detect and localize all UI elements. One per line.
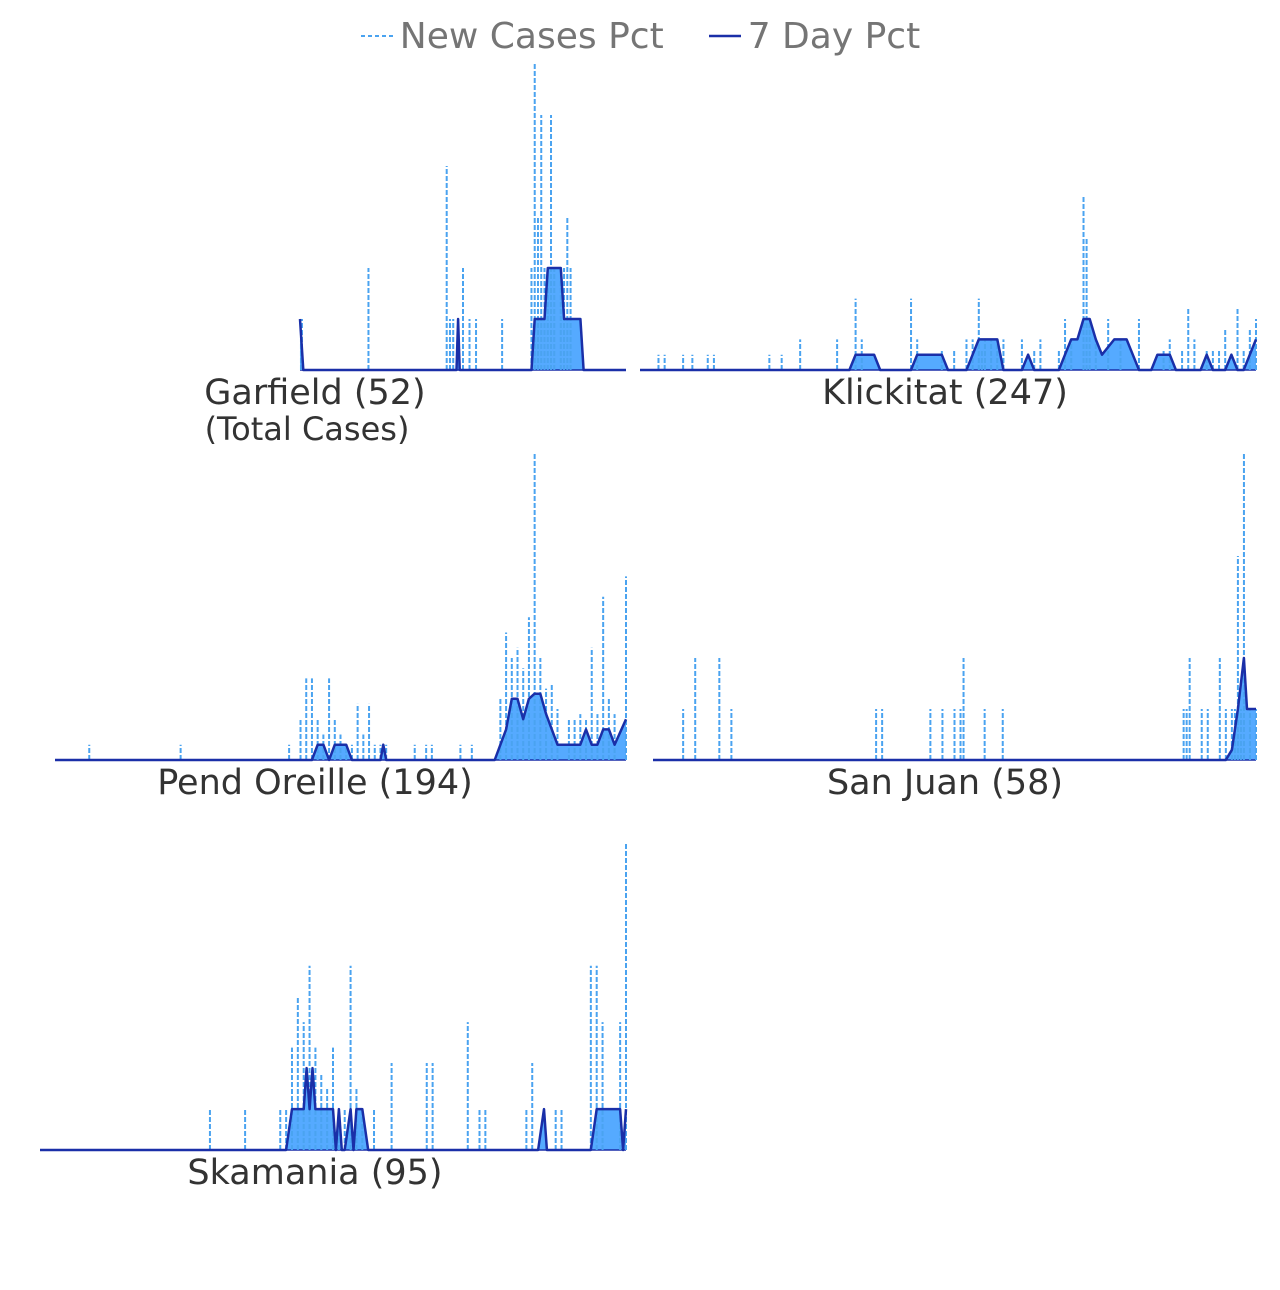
panel-title: Skamania (95): [187, 1153, 442, 1193]
legend: New Cases Pct 7 Day Pct: [0, 14, 1280, 58]
legend-label-7-day: 7 Day Pct: [747, 15, 921, 57]
legend-swatch-solid: [708, 34, 741, 38]
panel-0: Garfield (52)(Total Cases): [204, 64, 626, 448]
seven-day-area: [55, 693, 626, 760]
panel-title: San Juan (58): [827, 763, 1063, 803]
panel-2: Pend Oreille (194): [55, 454, 628, 803]
seven-day-line: [40, 1066, 628, 1152]
seven-day-line: [640, 317, 1258, 372]
panel-title: Klickitat (247): [822, 373, 1068, 413]
panel-1: Klickitat (247): [640, 196, 1258, 413]
legend-item-new-cases[interactable]: New Cases Pct: [360, 16, 664, 57]
panel-title: Garfield (52): [204, 373, 425, 413]
legend-item-7-day[interactable]: 7 Day Pct: [708, 15, 921, 57]
seven-day-line: [55, 692, 628, 762]
panel-title: Pend Oreille (194): [157, 763, 473, 803]
panel-subtitle: (Total Cases): [205, 410, 410, 448]
legend-label-new-cases: New Cases Pct: [399, 15, 664, 57]
panel-4: Skamania (95): [40, 843, 628, 1193]
seven-day-line: [298, 266, 626, 372]
legend-swatch-dashed: [360, 35, 393, 37]
seven-day-line: [653, 656, 1256, 762]
panel-3: San Juan (58): [653, 454, 1257, 803]
seven-day-area: [640, 319, 1256, 370]
